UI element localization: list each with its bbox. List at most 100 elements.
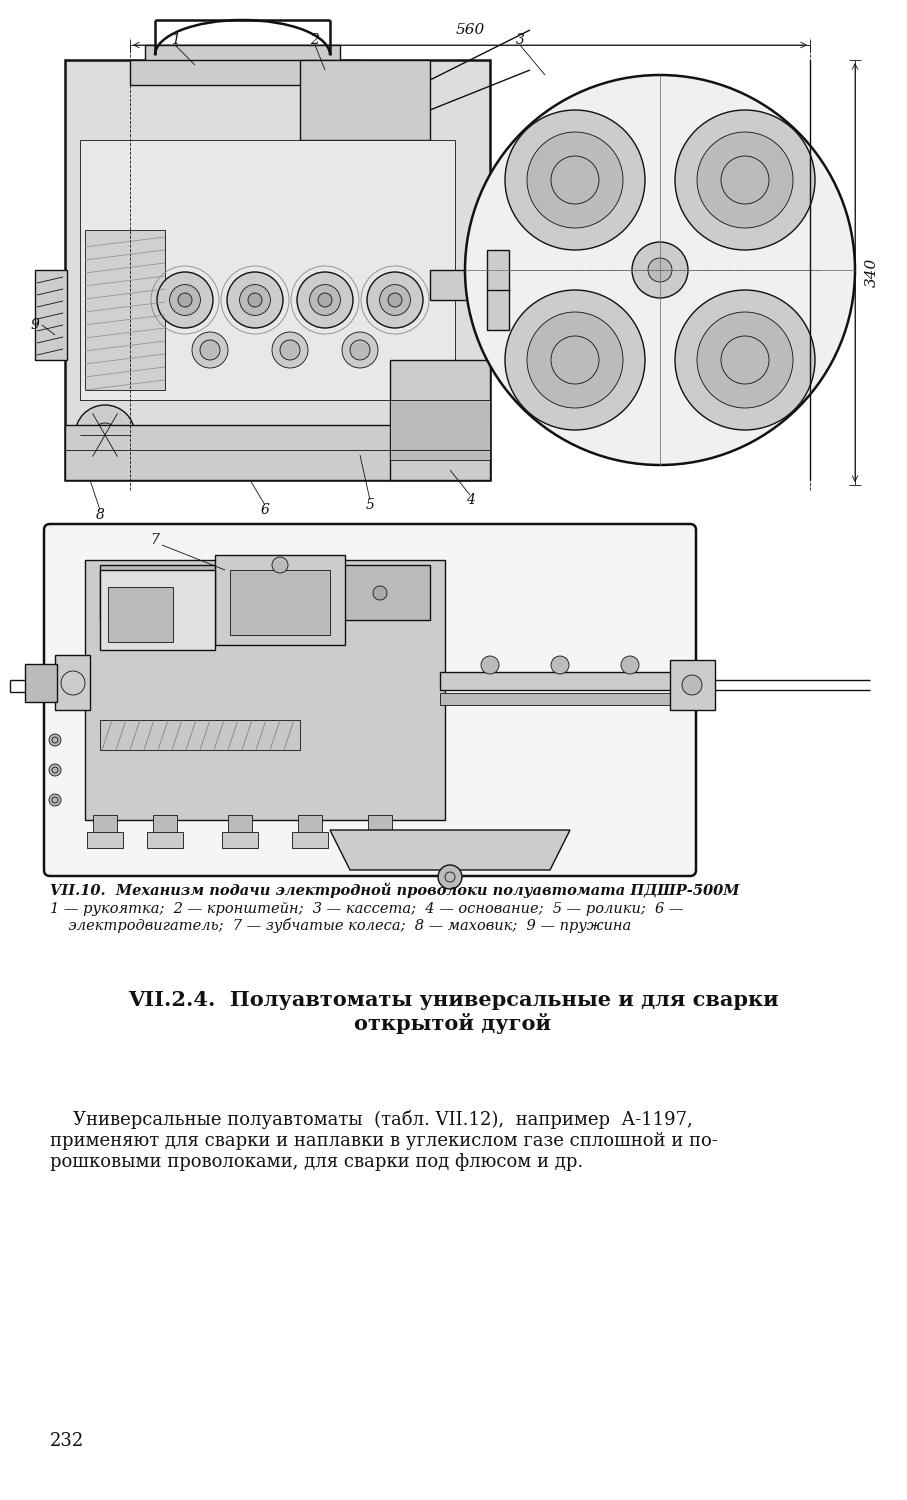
Circle shape: [505, 290, 645, 430]
Circle shape: [388, 292, 402, 308]
Text: Универсальные полуавтоматы  (табл. VII.12),  например  А-1197,
применяют для сва: Универсальные полуавтоматы (табл. VII.12…: [50, 1110, 717, 1170]
Bar: [390, 400, 490, 460]
Circle shape: [192, 332, 228, 368]
Bar: [487, 251, 509, 330]
Circle shape: [527, 132, 623, 228]
Bar: [100, 566, 430, 620]
Circle shape: [157, 272, 213, 328]
Circle shape: [170, 285, 200, 315]
Bar: [298, 815, 322, 836]
Bar: [300, 60, 430, 140]
Circle shape: [648, 258, 672, 282]
Bar: [87, 833, 123, 848]
Text: 1 — рукоятка;  2 — кронштейн;  3 — кассета;  4 — основание;  5 — ролики;  6 —
  : 1 — рукоятка; 2 — кронштейн; 3 — кассета…: [50, 902, 684, 933]
Bar: [145, 45, 340, 75]
Circle shape: [551, 156, 599, 204]
Circle shape: [697, 312, 793, 408]
Text: 232: 232: [50, 1432, 84, 1450]
Bar: [100, 720, 300, 750]
Circle shape: [49, 794, 61, 806]
Circle shape: [505, 110, 645, 251]
Circle shape: [49, 764, 61, 776]
Text: VII.10.  Механизм подачи электродной проволоки полуавтомата ПДШР-500М: VII.10. Механизм подачи электродной пров…: [50, 882, 739, 897]
Circle shape: [632, 242, 688, 298]
Bar: [108, 586, 173, 642]
Circle shape: [93, 423, 117, 447]
Bar: [368, 815, 392, 836]
Bar: [228, 815, 252, 836]
Text: 340: 340: [865, 258, 879, 286]
Bar: [292, 833, 328, 848]
Circle shape: [342, 332, 378, 368]
Bar: [230, 570, 330, 634]
Polygon shape: [330, 830, 570, 870]
Text: 9: 9: [31, 318, 39, 332]
Bar: [215, 555, 345, 645]
Circle shape: [49, 734, 61, 746]
Circle shape: [272, 332, 308, 368]
Circle shape: [721, 336, 769, 384]
Text: 6: 6: [260, 503, 269, 518]
Text: 3: 3: [515, 33, 524, 46]
Circle shape: [239, 285, 270, 315]
Circle shape: [178, 292, 192, 308]
FancyBboxPatch shape: [44, 524, 696, 876]
Circle shape: [200, 340, 220, 360]
Bar: [35, 270, 67, 360]
Text: 2: 2: [310, 33, 319, 46]
Text: 560: 560: [455, 22, 484, 38]
Circle shape: [75, 405, 135, 465]
Bar: [440, 672, 680, 690]
Circle shape: [697, 132, 793, 228]
Bar: [390, 360, 490, 480]
Bar: [80, 140, 455, 400]
Circle shape: [465, 75, 855, 465]
Bar: [55, 656, 90, 710]
Bar: [440, 693, 680, 705]
Bar: [130, 60, 360, 86]
Text: 1: 1: [171, 33, 180, 46]
Circle shape: [380, 285, 410, 315]
Bar: [670, 660, 715, 710]
Circle shape: [551, 656, 569, 674]
Text: 7: 7: [151, 532, 160, 548]
Circle shape: [367, 272, 423, 328]
Circle shape: [621, 656, 639, 674]
Circle shape: [721, 156, 769, 204]
Text: 4: 4: [465, 494, 474, 507]
Bar: [65, 424, 490, 480]
Circle shape: [481, 656, 499, 674]
Circle shape: [350, 340, 370, 360]
Bar: [85, 560, 445, 820]
Bar: [100, 570, 215, 650]
Circle shape: [373, 586, 387, 600]
Bar: [222, 833, 258, 848]
Bar: [93, 815, 117, 836]
Circle shape: [675, 290, 815, 430]
Circle shape: [675, 110, 815, 251]
Circle shape: [297, 272, 353, 328]
Circle shape: [113, 586, 127, 600]
Circle shape: [272, 556, 288, 573]
Bar: [430, 270, 510, 300]
Circle shape: [203, 586, 217, 600]
Bar: [362, 833, 398, 848]
Circle shape: [527, 312, 623, 408]
Circle shape: [318, 292, 332, 308]
Text: VII.2.4.  Полуавтоматы универсальные и для сварки
открытой дугой: VII.2.4. Полуавтоматы универсальные и дл…: [128, 990, 778, 1035]
Bar: [153, 815, 177, 836]
Bar: [25, 664, 57, 702]
Circle shape: [280, 340, 300, 360]
Circle shape: [248, 292, 262, 308]
Circle shape: [682, 675, 702, 694]
Bar: [65, 60, 490, 480]
Text: 5: 5: [366, 498, 375, 512]
Circle shape: [158, 586, 172, 600]
Bar: [147, 833, 183, 848]
Circle shape: [309, 285, 340, 315]
Circle shape: [227, 272, 283, 328]
Circle shape: [61, 670, 85, 694]
Bar: [85, 230, 165, 390]
Circle shape: [551, 336, 599, 384]
Text: 8: 8: [95, 509, 104, 522]
